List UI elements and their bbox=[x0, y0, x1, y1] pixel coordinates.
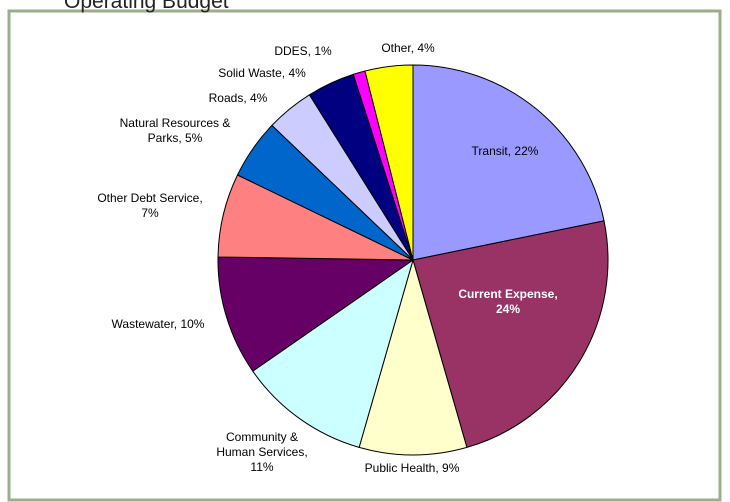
slice-label-line: Roads, 4% bbox=[209, 91, 268, 105]
slice-label: Public Health, 9% bbox=[365, 461, 460, 475]
pie-slice bbox=[252, 258, 414, 449]
slice-label: DDES, 1% bbox=[274, 44, 332, 58]
slice-label-line: Natural Resources & bbox=[120, 116, 231, 130]
slice-label-line: Transit, 22% bbox=[472, 144, 539, 158]
slice-label: Wastewater, 10% bbox=[112, 317, 205, 331]
slice-label-line: Community & bbox=[226, 430, 298, 444]
slice-label: Natural Resources & Parks, 5% bbox=[120, 116, 231, 145]
frame bbox=[7, 9, 722, 502]
slice-label: Community & Human Services, 11% bbox=[216, 430, 307, 474]
slice-label-line: DDES, 1% bbox=[274, 44, 332, 58]
slice-label-line: 24% bbox=[496, 302, 520, 316]
slice-label-line: Human Services, bbox=[216, 445, 307, 459]
pie-slice bbox=[412, 220, 609, 449]
slice-label: Other Debt Service, 7% bbox=[97, 191, 202, 220]
pie-slice bbox=[217, 256, 415, 372]
slice-label-line: Current Expense, bbox=[458, 287, 557, 301]
pie-slice bbox=[412, 64, 605, 261]
slice-label: Current Expense, 24% bbox=[458, 287, 557, 316]
slice-label-line: Other Debt Service, bbox=[97, 191, 202, 205]
slice-label: Other, 4% bbox=[381, 41, 435, 55]
slice-label-line: Solid Waste, 4% bbox=[218, 66, 306, 80]
pie-slice bbox=[358, 258, 468, 456]
slice-label: Roads, 4% bbox=[209, 91, 268, 105]
slice-label-line: Wastewater, 10% bbox=[112, 317, 205, 331]
slice-label: Transit, 22% bbox=[472, 144, 539, 158]
slice-label-line: 7% bbox=[141, 206, 159, 220]
slice-label: Solid Waste, 4% bbox=[218, 66, 306, 80]
slice-label-line: Other, 4% bbox=[381, 41, 435, 55]
pie-slice bbox=[364, 64, 414, 261]
chart-title: Operating Budget bbox=[64, 0, 229, 13]
slice-label-line: Parks, 5% bbox=[148, 131, 203, 145]
slice-label-line: Public Health, 9% bbox=[365, 461, 460, 475]
slice-label-line: 11% bbox=[250, 460, 273, 474]
